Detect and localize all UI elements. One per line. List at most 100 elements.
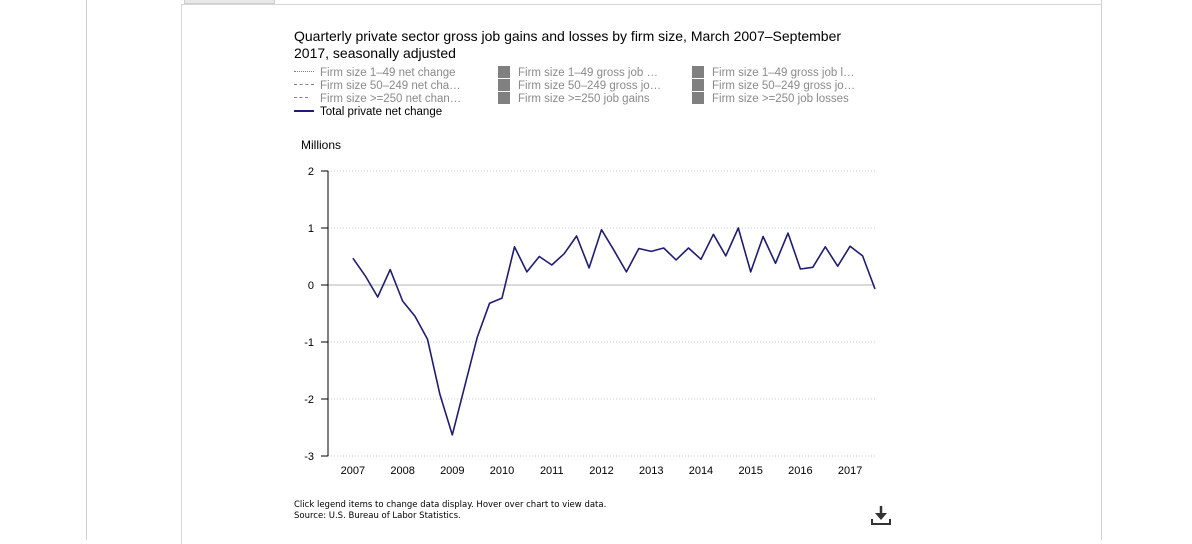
legend-item-firm-50-249-net[interactable]: Firm size 50–249 net cha… bbox=[294, 80, 461, 93]
data-point bbox=[475, 335, 480, 340]
gray-box-swatch-icon bbox=[498, 66, 510, 78]
legend-label: Firm size 50–249 net cha… bbox=[320, 80, 461, 92]
legend-item-firm-250-gains[interactable]: Firm size >=250 job gains bbox=[498, 92, 650, 106]
data-point bbox=[835, 264, 840, 269]
data-point bbox=[425, 337, 430, 342]
data-point bbox=[537, 254, 542, 259]
data-point bbox=[686, 246, 691, 251]
y-tick-label: 0 bbox=[308, 280, 314, 292]
data-point bbox=[549, 263, 554, 268]
data-point bbox=[736, 226, 741, 231]
data-point bbox=[786, 231, 791, 236]
data-point bbox=[624, 269, 629, 274]
data-point bbox=[848, 244, 853, 249]
dashed-line-swatch-icon bbox=[294, 84, 314, 86]
gray-box-swatch-icon bbox=[692, 66, 704, 78]
data-point bbox=[723, 253, 728, 258]
data-point bbox=[649, 249, 654, 254]
x-tick-label: 2008 bbox=[390, 465, 414, 477]
solid-line-swatch-icon bbox=[294, 109, 314, 112]
series-line-total-private bbox=[352, 227, 876, 436]
gray-box-swatch-icon bbox=[692, 92, 704, 104]
y-tick-label: 2 bbox=[308, 166, 314, 178]
data-point bbox=[450, 432, 455, 437]
data-point bbox=[388, 267, 393, 272]
data-point bbox=[500, 296, 505, 301]
data-point bbox=[375, 295, 380, 300]
data-point bbox=[350, 256, 355, 261]
legend-label: Firm size >=250 job losses bbox=[712, 93, 849, 106]
data-point bbox=[860, 253, 865, 258]
data-point bbox=[587, 265, 592, 270]
legend-item-firm-50-249-gains[interactable]: Firm size 50–249 gross jo… bbox=[498, 79, 662, 93]
chart-panel bbox=[181, 4, 1102, 544]
x-tick-label: 2012 bbox=[589, 465, 613, 477]
line-chart[interactable]: 2 1 0 -1 -2 -3 2007 2008 2009 2010 2011 2012 2013 201… bbox=[290, 160, 890, 490]
download-icon[interactable] bbox=[870, 503, 892, 527]
y-axis-unit-label: Millions bbox=[301, 138, 342, 152]
data-point bbox=[810, 265, 815, 270]
x-tick-label: 2014 bbox=[689, 465, 713, 477]
data-point bbox=[487, 301, 492, 306]
legend-item-firm-1-49-losses[interactable]: Firm size 1–49 gross job l… bbox=[692, 66, 855, 80]
chart-footer: Click legend items to change data displa… bbox=[294, 500, 606, 522]
data-point bbox=[562, 251, 567, 256]
legend-label: Total private net change bbox=[320, 106, 443, 118]
legend-item-firm-1-49-net[interactable]: Firm size 1–49 net change bbox=[294, 67, 456, 80]
data-point bbox=[413, 314, 418, 319]
x-tick-label: 2010 bbox=[490, 465, 514, 477]
footer-source: Source: U.S. Bureau of Labor Statistics. bbox=[294, 511, 461, 521]
data-point bbox=[661, 246, 666, 251]
legend-label: Firm size >=250 net chan… bbox=[320, 93, 462, 105]
data-point bbox=[748, 269, 753, 274]
legend-label: Firm size 50–249 gross jo… bbox=[712, 80, 856, 93]
data-point bbox=[574, 234, 579, 239]
data-point bbox=[773, 261, 778, 266]
x-tick-label: 2015 bbox=[738, 465, 762, 477]
legend-item-total-private-net[interactable]: Total private net change bbox=[294, 106, 442, 119]
data-point bbox=[798, 267, 803, 272]
x-tick-label: 2017 bbox=[838, 465, 862, 477]
y-tick-label: -3 bbox=[304, 451, 314, 463]
x-tick-label: 2007 bbox=[341, 465, 365, 477]
legend-label: Firm size 1–49 gross job … bbox=[518, 67, 658, 80]
data-point bbox=[462, 383, 467, 388]
data-point bbox=[400, 299, 405, 304]
chart-title: Quarterly private sector gross job gains… bbox=[294, 28, 842, 61]
legend-item-firm-50-249-losses[interactable]: Firm size 50–249 gross jo… bbox=[692, 79, 856, 93]
data-point bbox=[599, 227, 604, 232]
legend-label: Firm size 1–49 net change bbox=[320, 67, 456, 79]
legend-item-firm-250-losses[interactable]: Firm size >=250 job losses bbox=[692, 92, 849, 106]
legend-label: Firm size 50–249 gross jo… bbox=[518, 80, 662, 93]
gray-box-swatch-icon bbox=[498, 92, 510, 104]
data-point bbox=[873, 287, 878, 292]
data-point bbox=[674, 257, 679, 262]
legend: Firm size 1–49 net change Firm size 50–2… bbox=[294, 66, 894, 123]
legend-item-firm-250-net[interactable]: Firm size >=250 net chan… bbox=[294, 93, 461, 106]
gray-box-swatch-icon bbox=[498, 79, 510, 91]
data-point bbox=[699, 257, 704, 262]
data-point bbox=[524, 269, 529, 274]
y-tick-label: -1 bbox=[304, 337, 314, 349]
dashdot-line-swatch-icon bbox=[294, 97, 308, 99]
data-point bbox=[636, 246, 641, 251]
legend-label: Firm size 1–49 gross job l… bbox=[712, 67, 855, 80]
gray-box-swatch-icon bbox=[692, 79, 704, 91]
data-point bbox=[761, 234, 766, 239]
data-point bbox=[363, 273, 368, 278]
x-tick-label: 2013 bbox=[639, 465, 663, 477]
data-point bbox=[437, 392, 442, 397]
dotted-line-swatch-icon bbox=[294, 71, 314, 73]
x-tick-label: 2009 bbox=[440, 465, 464, 477]
data-point bbox=[823, 244, 828, 249]
download-arrow-icon bbox=[871, 506, 891, 525]
legend-item-firm-1-49-gains[interactable]: Firm size 1–49 gross job … bbox=[498, 66, 658, 80]
legend-label: Firm size >=250 job gains bbox=[518, 93, 650, 106]
x-tick-label: 2016 bbox=[788, 465, 812, 477]
panel-tab[interactable] bbox=[184, 0, 275, 4]
data-point bbox=[512, 244, 517, 249]
data-point bbox=[611, 248, 616, 253]
content-frame bbox=[86, 0, 1102, 540]
y-tick-label: 1 bbox=[308, 223, 314, 235]
footer-note: Click legend items to change data displa… bbox=[294, 500, 607, 510]
